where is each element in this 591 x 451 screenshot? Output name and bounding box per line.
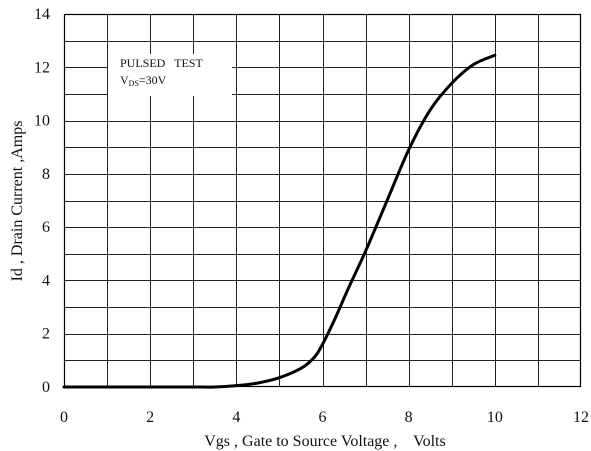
- data-point: [472, 63, 474, 65]
- x-tick-label: 0: [60, 409, 68, 426]
- data-point: [347, 287, 349, 289]
- data-point: [429, 109, 431, 111]
- data-point: [149, 386, 151, 388]
- data-point: [407, 149, 409, 151]
- y-axis-title: Id , Drain Current ,Amps: [9, 121, 26, 282]
- annotation-line-1: PULSED TEST: [120, 56, 203, 70]
- y-tick-label: 14: [34, 6, 50, 23]
- x-tick-label: 8: [405, 409, 413, 426]
- data-point: [364, 250, 366, 252]
- y-tick-label: 10: [34, 113, 50, 130]
- annotation-line-2: VDS=30V: [120, 73, 167, 88]
- annotation-line-2-rest: =30V: [139, 73, 167, 87]
- data-point: [278, 376, 280, 378]
- data-point: [386, 199, 388, 201]
- x-tick-label: 10: [487, 409, 503, 426]
- annotation-line-2-sub: DS: [129, 79, 139, 88]
- annotation-line-2-main: V: [120, 73, 129, 87]
- y-tick-label: 8: [42, 166, 50, 183]
- x-tick-label: 6: [319, 409, 327, 426]
- data-point: [63, 386, 65, 388]
- x-tick-label: 4: [232, 409, 240, 426]
- data-point: [494, 54, 496, 56]
- data-point: [451, 82, 453, 84]
- data-point: [334, 317, 336, 319]
- x-tick-label: 12: [573, 409, 589, 426]
- data-point: [106, 386, 108, 388]
- x-axis-title: Vgs , Gate to Source Voltage , Volts: [204, 433, 445, 450]
- data-point: [300, 367, 302, 369]
- y-tick-label: 2: [42, 326, 50, 343]
- data-point: [214, 386, 216, 388]
- data-point: [192, 386, 194, 388]
- annotation-box: PULSED TEST VDS=30V: [108, 54, 232, 96]
- data-point: [321, 343, 323, 345]
- data-point: [257, 382, 259, 384]
- data-point: [235, 384, 237, 386]
- y-tick-label: 0: [42, 379, 50, 396]
- y-tick-label: 12: [34, 59, 50, 76]
- data-point: [313, 356, 315, 358]
- y-tick-label: 6: [42, 219, 50, 236]
- x-tick-label: 2: [146, 409, 154, 426]
- y-tick-label: 4: [42, 272, 50, 289]
